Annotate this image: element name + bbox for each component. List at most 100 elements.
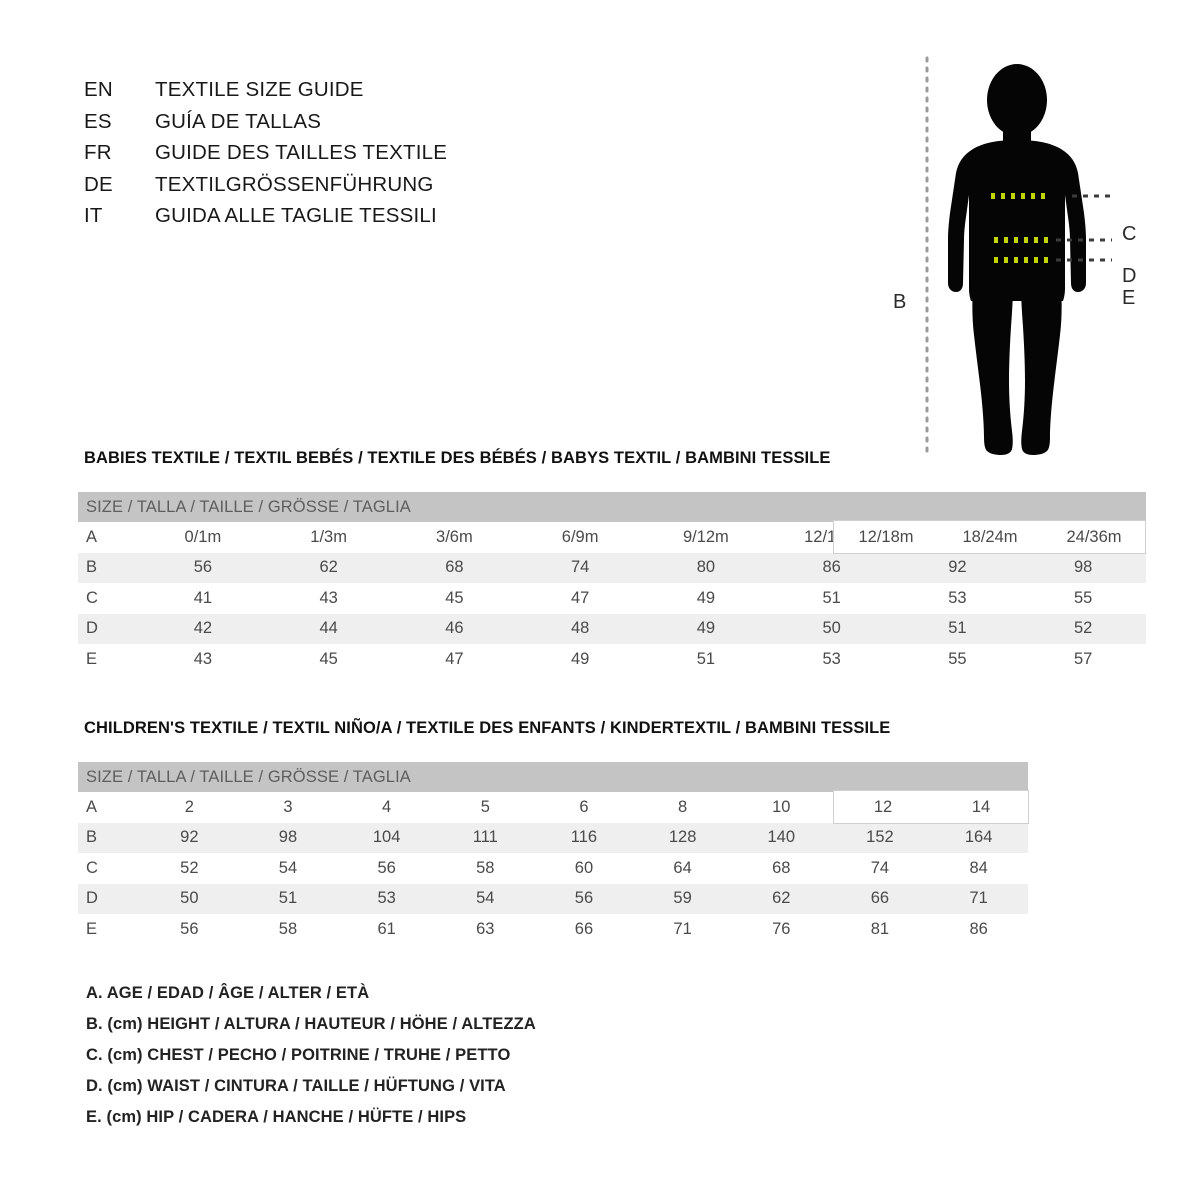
title-text: GUÍA DE TALLAS <box>155 109 322 133</box>
table-cell: 152 <box>830 822 930 853</box>
children-section-heading: CHILDREN'S TEXTILE / TEXTIL NIÑO/A / TEX… <box>84 719 891 737</box>
title-lang-code: IT <box>84 204 103 227</box>
table-cell: 5 <box>435 792 535 823</box>
table-cell: 8 <box>633 792 732 823</box>
title-row: IT GUIDA ALLE TAGLIE TESSILI <box>84 204 604 236</box>
table-cell: 56 <box>140 914 239 945</box>
babies-header-bar: SIZE / TALLA / TAILLE / GRÖSSE / TAGLIA <box>78 492 1147 522</box>
row-label: B <box>78 822 140 853</box>
table-cell: 49 <box>643 613 769 644</box>
table-cell: 2 <box>140 792 239 823</box>
table-cell: 51 <box>894 613 1021 644</box>
row-label: A <box>78 792 140 823</box>
table-cell: 55 <box>894 644 1021 675</box>
table-cell: 53 <box>894 583 1021 614</box>
table-row: B 92 98 104 111 116 128 140 152 164 <box>78 822 1028 853</box>
children-header-bar: SIZE / TALLA / TAILLE / GRÖSSE / TAGLIA <box>78 762 1028 792</box>
table-cell: 53 <box>768 644 895 675</box>
legend-item-height: B. (cm) HEIGHT / ALTURA / HAUTEUR / HÖHE… <box>86 1015 536 1033</box>
table-cell: 24/36m <box>1020 522 1147 553</box>
table-cell: 12/18m <box>768 522 895 553</box>
table-cell: 63 <box>435 914 535 945</box>
table-cell: 45 <box>391 583 518 614</box>
table-cell: 41 <box>140 583 266 614</box>
table-cell: 55 <box>1020 583 1147 614</box>
table-cell: 86 <box>929 914 1028 945</box>
table-row: D 50 51 53 54 56 59 62 66 71 <box>78 883 1028 914</box>
table-cell: 98 <box>238 822 338 853</box>
table-cell: 6/9m <box>517 522 643 553</box>
table-cell: 9/12m <box>643 522 769 553</box>
table-cell: 66 <box>830 883 930 914</box>
table-cell: 43 <box>265 583 392 614</box>
table-cell: 74 <box>830 853 930 884</box>
title-row: FR GUIDE DES TAILLES TEXTILE <box>84 141 604 173</box>
table-cell: 44 <box>265 613 392 644</box>
table-cell: 74 <box>517 552 643 583</box>
table-cell: 47 <box>391 644 518 675</box>
table-cell: 111 <box>435 822 535 853</box>
table-cell: 54 <box>435 883 535 914</box>
title-text: TEXTILE SIZE GUIDE <box>155 78 364 101</box>
table-cell: 51 <box>238 883 338 914</box>
table-cell: 68 <box>731 853 831 884</box>
legend-item-waist: D. (cm) WAIST / CINTURA / TAILLE / HÜFTU… <box>86 1077 506 1095</box>
title-text: TEXTILGRÖSSENFÜHRUNG <box>155 172 434 196</box>
table-cell: 49 <box>643 583 769 614</box>
table-row: B 56 62 68 74 80 86 92 98 <box>78 552 1147 583</box>
table-cell: 84 <box>929 853 1028 884</box>
measurement-legend: A. AGE / EDAD / ÂGE / ALTER / ETÀ B. (cm… <box>86 978 536 1133</box>
table-cell: 68 <box>391 552 518 583</box>
table-cell: 86 <box>768 552 895 583</box>
table-cell: 61 <box>337 914 436 945</box>
figure-label-waist: D <box>1122 265 1137 287</box>
table-cell: 0/1m <box>140 522 266 553</box>
row-label: D <box>78 883 140 914</box>
table-cell: 47 <box>517 583 643 614</box>
table-cell: 71 <box>929 883 1028 914</box>
table-cell: 56 <box>534 883 634 914</box>
table-cell: 3 <box>238 792 338 823</box>
body-measurement-figure: B C D E <box>860 40 1160 460</box>
row-label: C <box>78 853 140 884</box>
table-cell: 56 <box>337 853 436 884</box>
table-cell: 43 <box>140 644 266 675</box>
table-cell: 50 <box>768 613 895 644</box>
table-cell: 53 <box>337 883 436 914</box>
table-cell: 62 <box>265 552 392 583</box>
table-cell: 104 <box>337 822 436 853</box>
table-cell: 52 <box>1020 613 1147 644</box>
table-cell: 50 <box>140 883 239 914</box>
table-cell: 128 <box>633 822 732 853</box>
title-row: EN TEXTILE SIZE GUIDE <box>84 78 604 110</box>
babies-section-heading: BABIES TEXTILE / TEXTIL BEBÉS / TEXTILE … <box>84 449 831 467</box>
table-cell: 46 <box>391 613 518 644</box>
table-cell: 66 <box>534 914 634 945</box>
table-cell: 42 <box>140 613 266 644</box>
table-cell: 62 <box>731 883 831 914</box>
title-row: ES GUÍA DE TALLAS <box>84 110 604 142</box>
legend-item-chest: C. (cm) CHEST / PECHO / POITRINE / TRUHE… <box>86 1046 511 1064</box>
table-row: A 0/1m 1/3m 3/6m 6/9m 9/12m 12/18m 18/24… <box>78 522 1147 553</box>
table-cell: 92 <box>894 552 1021 583</box>
table-cell: 1/3m <box>265 522 392 553</box>
title-lang-code: DE <box>84 172 113 196</box>
title-lang-code: EN <box>84 78 113 101</box>
table-header-row: SIZE / TALLA / TAILLE / GRÖSSE / TAGLIA <box>78 762 1028 792</box>
table-row: C 52 54 56 58 60 64 68 74 84 <box>78 853 1028 884</box>
row-label: A <box>78 522 140 553</box>
row-label: D <box>78 613 140 644</box>
title-text: GUIDA ALLE TAGLIE TESSILI <box>155 204 437 227</box>
table-cell: 54 <box>238 853 338 884</box>
silhouette-body <box>948 64 1086 455</box>
legend-item-hip: E. (cm) HIP / CADERA / HANCHE / HÜFTE / … <box>86 1108 467 1126</box>
table-row: E 56 58 61 63 66 71 76 81 86 <box>78 914 1028 945</box>
table-cell: 52 <box>140 853 239 884</box>
table-cell: 18/24m <box>894 522 1021 553</box>
table-cell: 76 <box>731 914 831 945</box>
table-cell: 45 <box>265 644 392 675</box>
title-text: GUIDE DES TAILLES TEXTILE <box>155 141 448 164</box>
table-cell: 48 <box>517 613 643 644</box>
table-cell: 6 <box>534 792 634 823</box>
table-cell: 56 <box>140 552 266 583</box>
